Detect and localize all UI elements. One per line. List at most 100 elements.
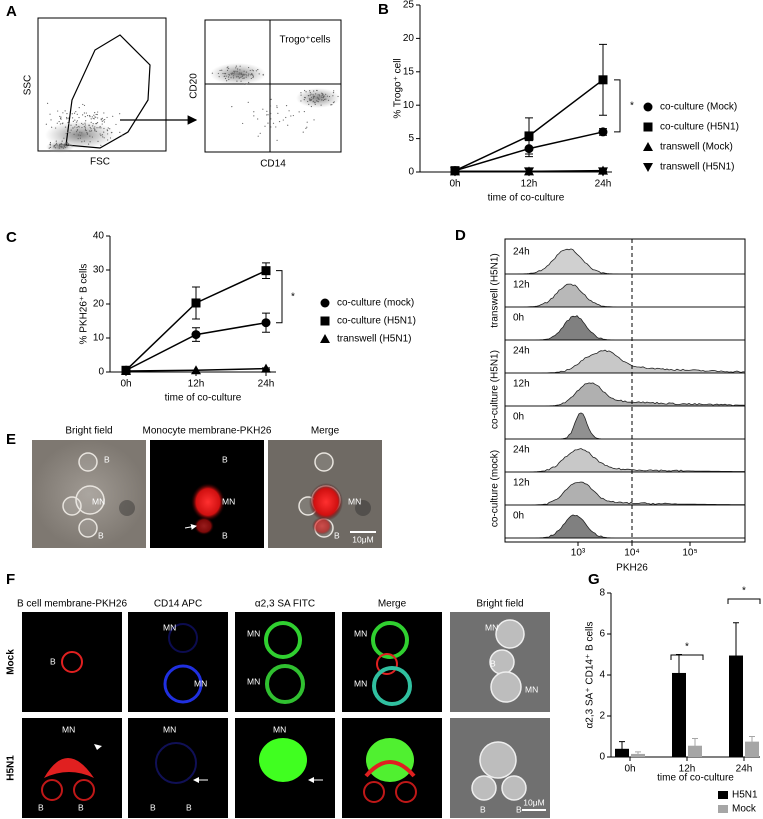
cell-label: MN — [222, 496, 235, 506]
scatter-dot — [49, 144, 51, 146]
scatter-dot — [223, 75, 225, 78]
group-label: co-culture (H5N1) — [490, 350, 501, 429]
scatter-dot — [239, 69, 241, 71]
scatter-dot — [93, 118, 95, 120]
y-axis-label: % Trogo⁺ cell — [393, 58, 404, 118]
scatter-dot — [243, 83, 245, 85]
bar — [672, 672, 686, 757]
scatter-dot — [92, 117, 94, 120]
scatter-dot — [53, 145, 55, 147]
scatter-dot — [292, 114, 294, 117]
cell — [372, 666, 412, 706]
scatter-dot — [252, 76, 254, 79]
scatter-dot — [103, 137, 105, 139]
scatter-dot — [99, 133, 101, 135]
scatter-dot — [245, 71, 248, 73]
scatter-dot — [311, 98, 313, 100]
row-label: 0h — [513, 511, 524, 522]
scatter-dot — [319, 95, 321, 97]
scatter-dot — [333, 101, 335, 103]
scatter-dot — [95, 123, 97, 125]
scatter-dot — [317, 96, 319, 98]
scatter-dot — [66, 131, 69, 133]
legend-label: transwell (H5N1) — [337, 334, 411, 345]
scatter-dot — [103, 127, 105, 130]
cell-label: B — [222, 454, 228, 464]
scatter-dot — [270, 112, 272, 115]
marker — [191, 330, 201, 340]
y-tick-label: 0 — [599, 752, 605, 763]
cell-label: B — [516, 804, 522, 814]
scatter-dot — [100, 144, 102, 146]
histogram — [505, 514, 745, 539]
scatter-dot — [309, 94, 311, 96]
gate-label: Trogo⁺cells — [279, 35, 330, 46]
scatter-dot — [101, 117, 103, 119]
scatter-dot — [58, 144, 61, 146]
column-title: Monocyte membrane-PKH26 — [143, 426, 272, 437]
scatter-dot — [328, 95, 331, 98]
cell-label: B — [104, 454, 110, 464]
scatter-dot — [89, 116, 91, 118]
scatter-dot — [231, 105, 233, 108]
scatter-dot — [236, 68, 239, 70]
scatter-dot — [247, 101, 249, 103]
scatter-dot — [257, 135, 259, 137]
scatter-dot — [75, 131, 78, 133]
x-tick-label: 12h — [188, 379, 205, 390]
fluorescence — [312, 517, 332, 535]
cell — [168, 623, 198, 653]
scatter-dot — [101, 123, 103, 125]
panel-letter: D — [455, 227, 466, 244]
scatter-dot — [306, 121, 308, 123]
scatter-dot — [249, 69, 251, 72]
scatter-dot — [303, 110, 305, 113]
y-tick-label: 0 — [98, 367, 104, 378]
scatter-dot — [90, 121, 92, 123]
scatter-dot — [85, 120, 87, 122]
scatter-dot — [115, 123, 117, 126]
cell — [78, 452, 98, 472]
x-tick-label: 0h — [120, 379, 131, 390]
y-tick-label: 4 — [599, 670, 605, 681]
scatter-dot — [74, 119, 76, 121]
cell-label: B — [334, 530, 340, 540]
scatter-dot — [70, 129, 72, 131]
scatter-dot — [331, 104, 333, 106]
x-axis-label: time of co-culture — [488, 193, 565, 204]
scatter-dot — [51, 126, 53, 128]
scatter-dot — [58, 147, 60, 149]
marker — [121, 365, 131, 375]
cell-label: MN — [163, 622, 176, 632]
scatter-dot — [251, 73, 253, 76]
legend-label: Mock — [732, 804, 757, 815]
scatter-dot — [92, 125, 94, 127]
scatter-dot — [235, 65, 237, 67]
scatter-dot — [71, 113, 73, 115]
scatter-dot — [62, 145, 64, 147]
scatter-dot — [241, 75, 244, 77]
scatter-dot — [49, 113, 51, 115]
scatter-dot — [79, 131, 81, 133]
x-axis-label: time of co-culture — [657, 773, 734, 784]
scatter-dot — [276, 106, 278, 109]
row-label: H5N1 — [6, 755, 17, 781]
panel-letter: F — [6, 571, 15, 588]
scatter-dot — [65, 132, 67, 135]
scatter-dot — [248, 73, 250, 75]
axis-label: FSC — [90, 157, 110, 168]
scatter-dot — [76, 120, 79, 122]
panel-letter: A — [6, 3, 17, 20]
scatter-dot — [237, 76, 239, 78]
scatter-dot — [258, 73, 260, 75]
scatter-dot — [109, 128, 111, 130]
scatter-dot — [88, 130, 91, 132]
marker — [643, 122, 653, 132]
cell — [264, 621, 302, 659]
scatter-dot — [304, 97, 306, 99]
error-bar — [733, 622, 739, 689]
histogram — [505, 481, 746, 506]
y-tick-label: 8 — [599, 588, 605, 599]
scatter-dot — [326, 95, 329, 97]
